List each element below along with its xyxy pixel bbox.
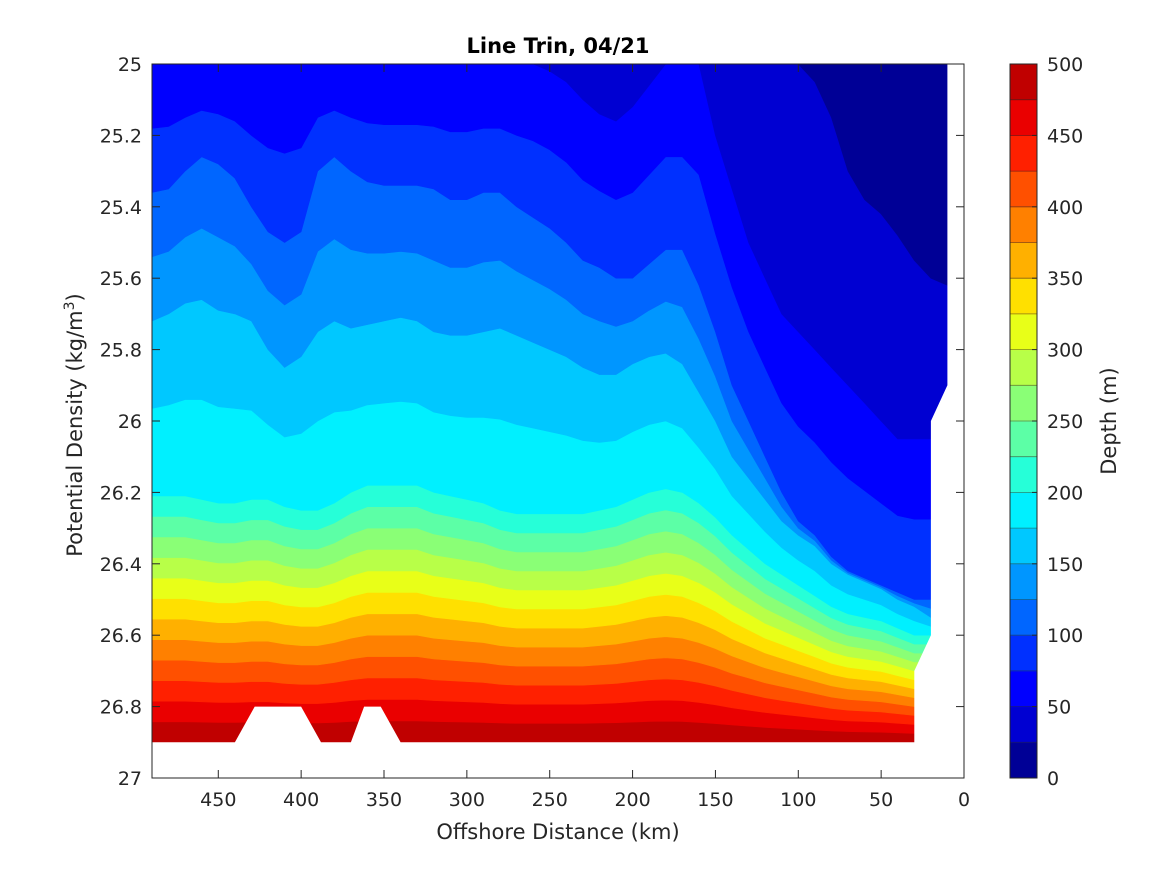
- axes: 450 400 350 300 250 200 150 100 50 0 25 25.2 25.4 25.…: [100, 54, 970, 811]
- y-tick-label-26.2: 26.2: [100, 482, 142, 504]
- colorbar-tick-label-400: 400: [1047, 197, 1083, 219]
- colorbar-label: Depth (m): [1097, 367, 1121, 474]
- colorbar-tick-label-50: 50: [1047, 697, 1071, 719]
- colorbar-swatch-250: [1010, 385, 1037, 422]
- colorbar-swatch-450: [1010, 99, 1037, 136]
- colorbar-swatch-275: [1010, 349, 1037, 386]
- y-tick-label-25.4: 25.4: [100, 197, 142, 219]
- colorbar-tick-label-300: 300: [1047, 340, 1083, 362]
- x-tick-label-50: 50: [869, 789, 893, 811]
- y-tick-label-26.6: 26.6: [100, 625, 142, 647]
- colorbar-swatch-375: [1010, 206, 1037, 243]
- colorbar-tick-label-150: 150: [1047, 554, 1083, 576]
- contour-band-0: [152, 64, 948, 286]
- x-tick-label-0: 0: [958, 789, 970, 811]
- colorbar-tick-label-250: 250: [1047, 411, 1083, 433]
- colorbar-swatch-125: [1010, 563, 1037, 600]
- y-tick-label-27: 27: [118, 768, 142, 790]
- colorbar-swatch-100: [1010, 599, 1037, 636]
- x-tick-label-450: 450: [200, 789, 236, 811]
- x-tick-label-200: 200: [614, 789, 650, 811]
- y-axis-label: Potential Density (kg/m3): [62, 293, 87, 557]
- colorbar-swatch-25: [1010, 706, 1037, 743]
- x-tick-label-400: 400: [283, 789, 319, 811]
- y-axis-label-sup: 3: [62, 301, 78, 310]
- colorbar-swatch-200: [1010, 456, 1037, 493]
- colorbar-tick-label-500: 500: [1047, 54, 1083, 76]
- y-tick-label-25.2: 25.2: [100, 125, 142, 147]
- contour-fills: [152, 64, 948, 743]
- y-tick-label-26.4: 26.4: [100, 554, 142, 576]
- y-axis-label-main: Potential Density (kg/m: [63, 310, 87, 556]
- y-tick-label-26: 26: [118, 411, 142, 433]
- y-tick-label-25.6: 25.6: [100, 268, 142, 290]
- y-tick-label-25.8: 25.8: [100, 340, 142, 362]
- colorbar-swatch-400: [1010, 171, 1037, 208]
- colorbar-swatch-425: [1010, 135, 1037, 172]
- colorbar-swatch-475: [1010, 64, 1037, 101]
- colorbar-tick-label-0: 0: [1047, 768, 1059, 790]
- colorbar-swatch-175: [1010, 492, 1037, 529]
- colorbar-tick-label-350: 350: [1047, 268, 1083, 290]
- x-tick-label-250: 250: [532, 789, 568, 811]
- y-axis-label-end: ): [63, 293, 87, 301]
- chart-title: Line Trin, 04/21: [466, 34, 649, 58]
- colorbar-swatch-350: [1010, 242, 1037, 279]
- y-tick-label-25: 25: [118, 54, 142, 76]
- colorbar-swatch-150: [1010, 528, 1037, 565]
- contour-band-25: [152, 64, 948, 440]
- y-tick-label-26.8: 26.8: [100, 697, 142, 719]
- x-tick-label-100: 100: [780, 789, 816, 811]
- colorbar-swatch-75: [1010, 635, 1037, 672]
- colorbar-tick-label-100: 100: [1047, 625, 1083, 647]
- x-tick-label-150: 150: [697, 789, 733, 811]
- x-axis-label: Offshore Distance (km): [436, 820, 679, 844]
- colorbar-swatch-50: [1010, 670, 1037, 708]
- x-tick-label-350: 350: [366, 789, 402, 811]
- colorbar-swatch-225: [1010, 421, 1037, 458]
- colorbar-swatch-300: [1010, 313, 1037, 351]
- colorbar-swatch-0: [1010, 742, 1037, 779]
- x-tick-label-300: 300: [449, 789, 485, 811]
- colorbar-tick-label-200: 200: [1047, 482, 1083, 504]
- colorbar-swatch-325: [1010, 278, 1037, 315]
- colorbar: 0 50 100 150 200 250 300 350 400 450 500: [1009, 54, 1083, 790]
- colorbar-tick-label-450: 450: [1047, 125, 1083, 147]
